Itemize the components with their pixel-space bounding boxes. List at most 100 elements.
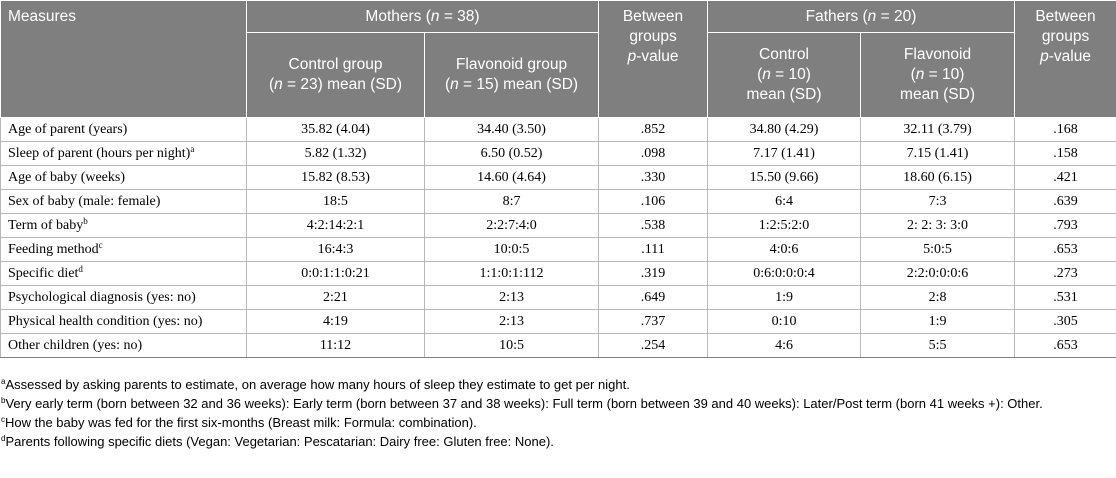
fathers-control-cell: 0:6:0:0:0:4	[707, 261, 862, 286]
between-groups-label: Between groups	[1035, 8, 1096, 45]
footnote-marker: a	[190, 143, 195, 154]
mothers-p-value-cell: .111	[598, 237, 709, 262]
mothers-p-value-cell: .330	[598, 165, 709, 190]
mothers-control-title: Control group	[288, 56, 383, 73]
table-row: Sleep of parent (hours per night)a 5.82 (…	[0, 141, 1116, 166]
measure-label: Psychological diagnosis (yes: no)	[0, 285, 247, 310]
fathers-p-value-cell: .531	[1014, 285, 1116, 310]
fathers-flavonoid-cell: 2:2:0:0:0:6	[860, 261, 1016, 286]
mothers-control-cell: 0:0:1:1:0:21	[246, 261, 425, 286]
fathers-p-value-cell: .653	[1014, 237, 1116, 262]
footnote-mark: c	[1, 415, 5, 424]
footnote: dParents following specific diets (Vegan…	[0, 432, 1116, 451]
p-value-label: p	[1040, 48, 1049, 65]
measure-label-text: Age of parent (years)	[8, 121, 128, 137]
fathers-p-value-header: Between groups p-value	[1014, 0, 1116, 118]
demographics-table: Measures Mothers (n = 38) Between groups …	[0, 0, 1116, 358]
fathers-p-value-cell: .273	[1014, 261, 1116, 286]
mothers-p-value-cell: .098	[598, 141, 709, 166]
mothers-flavonoid-cell: 2:2:7:4:0	[423, 213, 600, 238]
fathers-flavonoid-cell: 2:8	[860, 285, 1016, 310]
fathers-control-cell: 15.50 (9.66)	[707, 165, 862, 190]
between-groups-label: Between groups	[622, 8, 684, 45]
fathers-control-cell: 4:0:6	[707, 237, 862, 262]
mothers-control-cell: 5.82 (1.32)	[246, 141, 425, 166]
mothers-flavonoid-header: Flavonoid group (n = 15) mean (SD)	[423, 32, 600, 118]
measure-label: Sex of baby (male: female)	[0, 189, 247, 214]
mothers-flavonoid-cell: 14.60 (4.64)	[423, 165, 600, 190]
measure-label-text: Age of baby (weeks)	[8, 169, 126, 185]
fathers-control-n: (n = 10)	[757, 66, 811, 83]
fathers-flavonoid-cell: 2: 2: 3: 3:0	[860, 213, 1016, 238]
footnote-text: Parents following specific diets (Vegan:…	[5, 434, 554, 449]
p-value-label: p	[627, 48, 637, 65]
footnote-mark: d	[1, 434, 6, 443]
footnote: aAssessed by asking parents to estimate,…	[0, 375, 1116, 394]
table-row: Psychological diagnosis (yes: no) 2:21 2:1…	[0, 285, 1116, 310]
mothers-flavonoid-cell: 6.50 (0.52)	[423, 141, 600, 166]
mothers-control-cell: 11:12	[246, 333, 425, 358]
fathers-control-cell: 1:9	[707, 285, 862, 310]
measure-label: Term of babyb	[0, 213, 247, 238]
table-row: Specific dietd 0:0:1:1:0:21 1:1:0:1:112.31…	[0, 261, 1116, 286]
footnote: bVery early term (born between 32 and 36…	[0, 394, 1116, 413]
fathers-control-mean-label: mean (SD)	[746, 86, 822, 103]
mothers-p-value-cell: .852	[598, 117, 709, 142]
footnote-marker: d	[78, 263, 83, 274]
mothers-control-header: Control group (n = 23) mean (SD)	[246, 32, 425, 118]
measure-label: Physical health condition (yes: no)	[0, 309, 247, 334]
table-row: Physical health condition (yes: no) 4:19 2…	[0, 309, 1116, 334]
table-row: Term of babyb 4:2:14:2:1 2:2:7:4:0.538 1:2:…	[0, 213, 1116, 238]
measure-label: Feeding methodc	[0, 237, 247, 262]
measure-label: Specific dietd	[0, 261, 247, 286]
fathers-flavonoid-cell: 5:5	[860, 333, 1016, 358]
mothers-flavonoid-cell: 34.40 (3.50)	[423, 117, 600, 142]
footnote-marker: c	[98, 239, 103, 250]
mothers-flavonoid-cell: 10:5	[423, 333, 600, 358]
mothers-control-n: (n = 23) mean (SD)	[268, 76, 403, 93]
measure-label-text: Psychological diagnosis (yes: no)	[8, 289, 196, 305]
fathers-flavonoid-mean-label: mean (SD)	[900, 86, 975, 103]
mothers-flavonoid-cell: 2:13	[423, 309, 600, 334]
mothers-control-cell: 2:21	[246, 285, 425, 310]
fathers-p-value-cell: .158	[1014, 141, 1116, 166]
fathers-p-value-cell: .639	[1014, 189, 1116, 214]
mothers-flavonoid-cell: 10:0:5	[423, 237, 600, 262]
mothers-flavonoid-cell: 1:1:0:1:112	[423, 261, 600, 286]
fathers-p-value-cell: .421	[1014, 165, 1116, 190]
mothers-flavonoid-cell: 8:7	[423, 189, 600, 214]
footnote-text: Assessed by asking parents to estimate, …	[5, 377, 630, 392]
mothers-p-value-cell: .538	[598, 213, 709, 238]
mothers-p-value-cell: .106	[598, 189, 709, 214]
mothers-p-value-cell: .319	[598, 261, 709, 286]
mothers-group-header: Mothers (n = 38)	[245, 0, 600, 33]
fathers-control-cell: 1:2:5:2:0	[707, 213, 862, 238]
mothers-flavonoid-title: Flavonoid group	[455, 56, 568, 73]
measure-label: Age of baby (weeks)	[0, 165, 247, 190]
fathers-p-value-cell: .793	[1014, 213, 1116, 238]
fathers-control-header: Control (n = 10) mean (SD)	[707, 32, 862, 118]
table-row: Age of parent (years) 35.82 (4.04) 34.40 (…	[0, 117, 1116, 142]
measure-label-text: Physical health condition (yes: no)	[8, 313, 203, 329]
fathers-flavonoid-cell: 7:3	[860, 189, 1016, 214]
footnote-text: Very early term (born between 32 and 36 …	[5, 396, 1043, 411]
footnote-marker: b	[83, 215, 88, 226]
mothers-p-value-cell: .737	[598, 309, 709, 334]
table-body: Age of parent (years) 35.82 (4.04) 34.40 (…	[0, 117, 1116, 358]
fathers-flavonoid-n: (n = 10)	[910, 66, 965, 83]
fathers-group-label: Fathers (n = 20)	[805, 7, 917, 25]
fathers-control-title: Control	[759, 46, 809, 63]
footnote: cHow the baby was fed for the first six-…	[0, 413, 1116, 432]
mothers-control-cell: 35.82 (4.04)	[246, 117, 425, 142]
fathers-flavonoid-cell: 32.11 (3.79)	[860, 117, 1016, 142]
fathers-flavonoid-cell: 7.15 (1.41)	[860, 141, 1016, 166]
measure-label-text: Other children (yes: no)	[8, 337, 143, 353]
fathers-flavonoid-cell: 5:0:5	[860, 237, 1016, 262]
measure-label-text: Sex of baby (male: female)	[8, 193, 161, 209]
footnotes: aAssessed by asking parents to estimate,…	[0, 375, 1116, 451]
mothers-p-value-cell: .254	[598, 333, 709, 358]
measure-label-text: Feeding method	[8, 241, 99, 257]
table-row: Other children (yes: no) 11:12 10:5.254 4:6…	[0, 333, 1116, 358]
fathers-flavonoid-header: Flavonoid (n = 10) mean (SD)	[860, 32, 1016, 118]
fathers-control-cell: 6:4	[707, 189, 862, 214]
